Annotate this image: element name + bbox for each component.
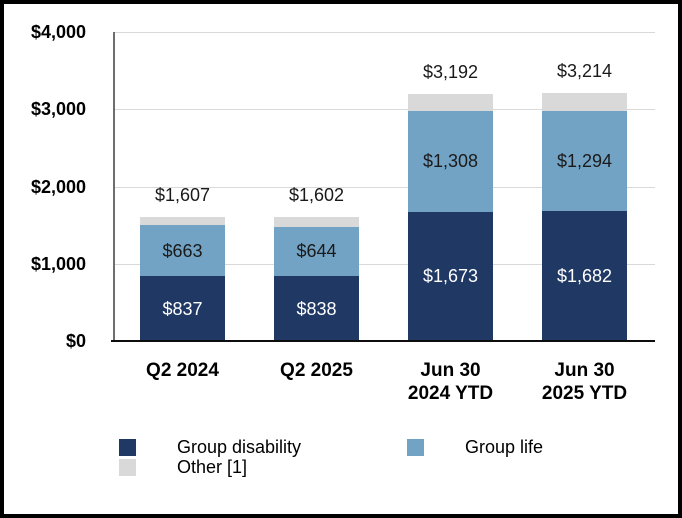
legend-label: Other [1]	[177, 457, 248, 477]
bar-segment	[140, 216, 225, 226]
x-category-label: Q2 2025	[257, 359, 377, 382]
x-category-label-line: Jun 30	[554, 360, 615, 381]
grid-line	[114, 186, 655, 188]
legend-row: Group disability	[119, 437, 301, 457]
bar-segment: $838	[274, 276, 359, 341]
bar-segment	[274, 217, 359, 227]
bar-value-label: $1,308	[422, 151, 479, 172]
y-tick-label: $4,000	[30, 22, 86, 42]
x-category-label-line: 2025 YTD	[541, 383, 628, 404]
y-tick-label: $2,000	[30, 176, 86, 197]
x-category-label: Q2 2024	[123, 359, 243, 382]
grid-line	[114, 263, 655, 265]
bar-segment: $837	[140, 276, 225, 341]
bar-value-label: $663	[162, 240, 203, 261]
x-axis-line	[111, 340, 655, 342]
stacked-bar-chart: $4,000 $3,000 $2,000 $1,000 $0 $837 $663 $1,60…	[4, 4, 678, 514]
legend-column: Group disability Other [1]	[119, 437, 301, 477]
bar-segment	[408, 94, 493, 111]
legend-label: Group life	[465, 437, 544, 457]
legend-swatch	[119, 458, 136, 476]
grid-line	[114, 109, 655, 111]
bar-segment: $644	[274, 226, 359, 277]
y-tick-label: $1,000	[30, 253, 86, 274]
legend-row: Other [1]	[119, 457, 301, 477]
y-axis-line	[113, 32, 115, 341]
x-category-label-line: Jun 30	[420, 360, 481, 381]
legend-label: Group disability	[177, 437, 302, 457]
x-category-label: Jun 30 2025 YTD	[525, 359, 645, 405]
grid-line	[114, 32, 655, 33]
bar-segment	[542, 92, 627, 112]
x-category-label: Jun 30 2024 YTD	[391, 359, 511, 405]
y-tick-label: $0	[65, 331, 86, 351]
bar-total-label: $3,214	[556, 60, 613, 81]
x-category-label-line: Q2 2025	[280, 360, 353, 381]
bar-segment: $1,294	[542, 111, 627, 212]
bar-value-label: $837	[162, 298, 203, 319]
bar-value-label: $1,682	[556, 266, 613, 287]
bar-segment: $663	[140, 225, 225, 277]
bar-segment: $1,682	[542, 211, 627, 341]
legend-column: Group life	[407, 437, 543, 457]
bar-value-label: $1,673	[422, 266, 479, 287]
bar-total-label: $1,607	[154, 184, 211, 205]
x-category-label-line: Q2 2024	[146, 360, 219, 381]
bar-segment: $1,673	[408, 211, 493, 341]
bar-total-label: $3,192	[422, 62, 479, 83]
legend-row: Group life	[407, 437, 543, 457]
legend-swatch	[407, 438, 424, 456]
legend-swatch	[119, 438, 136, 456]
x-category-label-line: 2024 YTD	[407, 383, 494, 404]
y-tick-label: $3,000	[30, 99, 86, 120]
bar-segment: $1,308	[408, 110, 493, 212]
bar-total-label: $1,602	[288, 185, 345, 206]
bar-value-label: $644	[296, 241, 337, 262]
bar-value-label: $1,294	[556, 151, 613, 172]
bar-value-label: $838	[296, 298, 337, 319]
